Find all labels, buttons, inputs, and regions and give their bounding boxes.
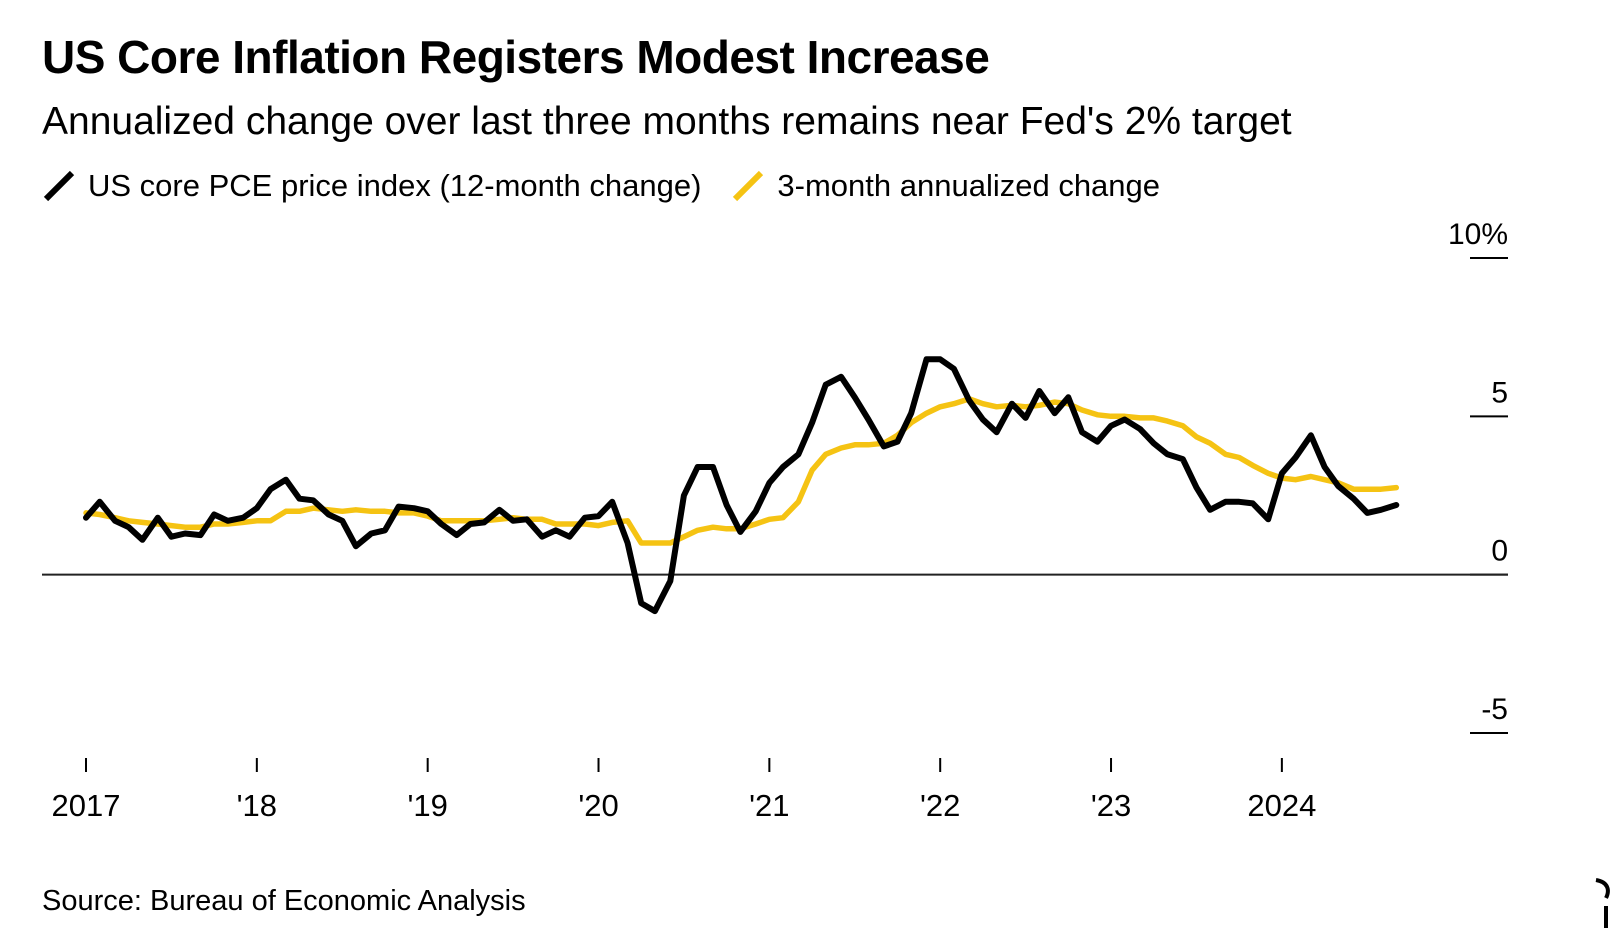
x-tick-label-6: '23: [1091, 788, 1131, 823]
x-tick-label-0: 2017: [52, 788, 121, 823]
legend-item-core-pce: US core PCE price index (12-month change…: [42, 168, 701, 204]
y-tick-label-3: -5: [1481, 693, 1508, 726]
legend-swatch-3-month: [733, 170, 764, 202]
x-tick-label-5: '22: [920, 788, 960, 823]
y-tick-label-1: 5: [1491, 376, 1508, 409]
x-tick-label-1: '18: [237, 788, 277, 823]
brand-logo-mark: [1595, 878, 1610, 928]
chart-legend: US core PCE price index (12-month change…: [42, 166, 1190, 206]
x-tick-label-7: 2024: [1247, 788, 1316, 823]
x-tick-label-3: '20: [578, 788, 618, 823]
chart-source: Source: Bureau of Economic Analysis: [42, 885, 526, 917]
series-line-0: [83, 356, 1400, 615]
chart-subtitle: Annualized change over last three months…: [42, 100, 1292, 143]
y-tick-label-2: 0: [1491, 535, 1508, 568]
legend-swatch-core-pce: [43, 170, 75, 202]
legend-label-core-pce: US core PCE price index (12-month change…: [88, 168, 702, 203]
chart-title: US Core Inflation Registers Modest Incre…: [42, 31, 990, 83]
x-tick-label-4: '21: [749, 788, 789, 823]
x-tick-label-2: '19: [407, 788, 447, 823]
series-line-1: [83, 396, 1400, 546]
y-tick-label-0: 10%: [1448, 218, 1508, 251]
legend-label-3-month: 3-month annualized change: [777, 168, 1161, 203]
legend-item-3-month: 3-month annualized change: [731, 168, 1160, 204]
